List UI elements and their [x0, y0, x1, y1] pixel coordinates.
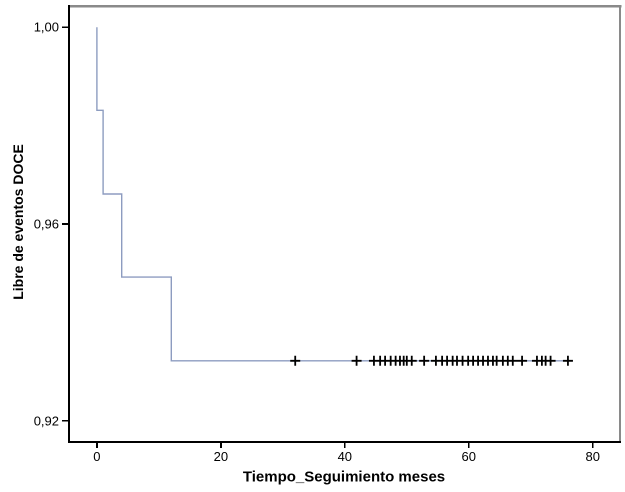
censored-marks	[290, 355, 573, 366]
x-axis-title: Tiempo_Seguimiento meses	[242, 468, 446, 486]
x-tick-label: 0	[93, 449, 100, 464]
y-axis-title: Libre de eventos DOCE	[10, 144, 26, 300]
y-tick-label: 0,92	[34, 413, 59, 428]
x-tick-label: 20	[214, 449, 228, 464]
x-tick-label: 40	[338, 449, 352, 464]
x-tick-label: 60	[462, 449, 476, 464]
survival-step-curve	[96, 27, 570, 362]
y-tick-label: 1,00	[34, 20, 59, 35]
x-tick-label: 80	[585, 449, 599, 464]
y-tick-label: 0,96	[34, 217, 59, 232]
